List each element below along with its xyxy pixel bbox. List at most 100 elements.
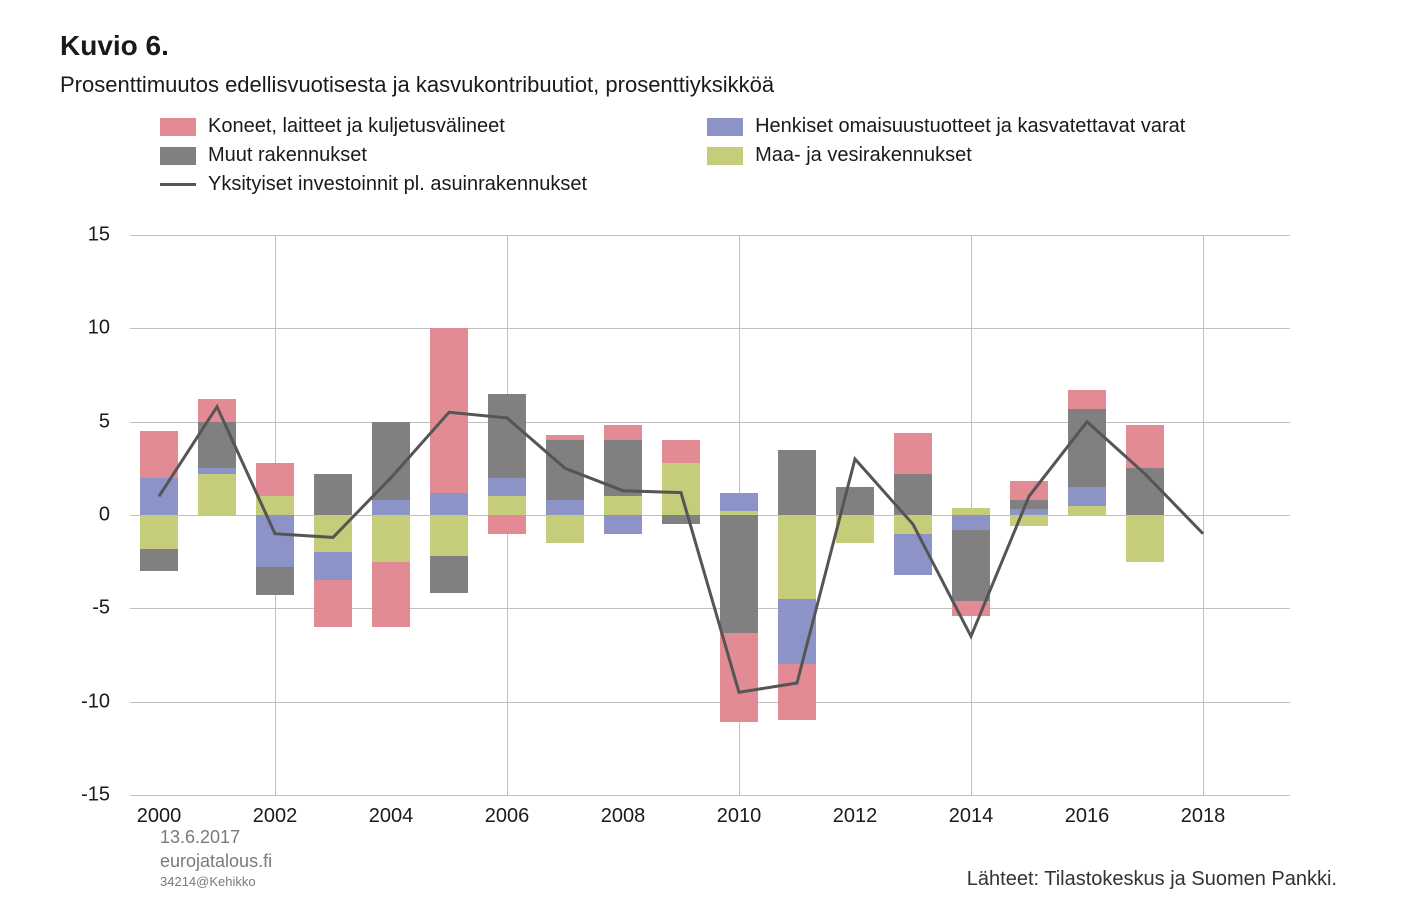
legend-label: Henkiset omaisuustuotteet ja kasvatettav… [755, 115, 1185, 138]
bar-segment [1010, 515, 1048, 526]
legend-swatch-line [160, 183, 196, 186]
legend-label: Koneet, laitteet ja kuljetusvälineet [208, 115, 505, 138]
bar-segment [372, 500, 410, 515]
bar-segment [314, 580, 352, 627]
x-axis-label: 2016 [1065, 805, 1110, 828]
bar-segment [198, 422, 236, 469]
bar-segment [256, 515, 294, 567]
bar-segment [488, 515, 526, 534]
source-label: Lähteet: Tilastokeskus ja Suomen Pankki. [967, 868, 1337, 891]
bar-group [1242, 235, 1280, 795]
bar-segment [430, 556, 468, 593]
bar-segment [836, 515, 874, 543]
bar-segment [662, 440, 700, 462]
footer-site: eurojatalous.fi [160, 849, 272, 873]
bar-segment [778, 664, 816, 720]
legend-label: Maa- ja vesirakennukset [755, 144, 972, 167]
bar-segment [430, 515, 468, 556]
legend-item: Koneet, laitteet ja kuljetusvälineet [160, 115, 587, 138]
bar-segment [372, 562, 410, 627]
bar-segment [1010, 481, 1048, 500]
bar-segment [198, 468, 236, 474]
gridline-h [130, 328, 1290, 329]
x-axis-label: 2010 [717, 805, 762, 828]
bar-segment [1068, 506, 1106, 515]
legend-label: Yksityiset investoinnit pl. asuinrakennu… [208, 173, 587, 196]
bar-segment [546, 515, 584, 543]
footer-date: 13.6.2017 [160, 825, 272, 849]
bar-segment [952, 601, 990, 616]
gridline-h [130, 702, 1290, 703]
bar-segment [546, 500, 584, 515]
y-axis-label: 10 [30, 317, 110, 340]
footer-code: 34214@Kehikko [160, 873, 272, 891]
legend: Koneet, laitteet ja kuljetusvälineet Muut… [160, 115, 1305, 202]
bar-group [314, 235, 352, 795]
bar-segment [1010, 500, 1048, 509]
bar-group [488, 235, 526, 795]
x-axis-label: 2014 [949, 805, 994, 828]
bar-segment [604, 496, 642, 515]
bar-segment [1068, 487, 1106, 506]
legend-col-right: Henkiset omaisuustuotteet ja kasvatettav… [707, 115, 1185, 202]
bar-group [256, 235, 294, 795]
bar-segment [778, 599, 816, 664]
y-axis-label: 0 [30, 504, 110, 527]
bar-segment [140, 549, 178, 571]
bar-segment [778, 515, 816, 599]
bar-segment [952, 515, 990, 530]
y-axis-label: 15 [30, 224, 110, 247]
bar-segment [372, 515, 410, 562]
bar-segment [198, 399, 236, 421]
bar-segment [314, 474, 352, 515]
bar-segment [488, 496, 526, 515]
bar-segment [604, 440, 642, 496]
legend-item: Muut rakennukset [160, 144, 587, 167]
bar-segment [662, 515, 700, 524]
bar-segment [778, 450, 816, 515]
bar-group [372, 235, 410, 795]
bar-segment [836, 487, 874, 515]
bar-segment [546, 435, 584, 441]
gridline-h [130, 515, 1290, 516]
legend-col-left: Koneet, laitteet ja kuljetusvälineet Muut… [160, 115, 587, 202]
bar-segment [314, 552, 352, 580]
x-axis-label: 2008 [601, 805, 646, 828]
legend-swatch [707, 147, 743, 165]
bar-segment [894, 433, 932, 474]
bar-segment [894, 534, 932, 575]
bar-segment [720, 493, 758, 512]
bar-segment [256, 496, 294, 515]
gridline-h [130, 608, 1290, 609]
bar-segment [952, 508, 990, 515]
bar-segment [546, 440, 584, 500]
bar-segment [952, 530, 990, 601]
bar-group [720, 235, 758, 795]
plot-area: -15-10-505101520002002200420062008201020… [130, 235, 1290, 795]
bar-segment [256, 567, 294, 595]
bar-segment [1126, 425, 1164, 468]
legend-swatch [160, 147, 196, 165]
bar-segment [1068, 390, 1106, 409]
y-axis-label: -15 [30, 784, 110, 807]
x-axis-label: 2012 [833, 805, 878, 828]
bar-segment [720, 515, 758, 633]
bar-segment [488, 478, 526, 497]
legend-swatch [707, 118, 743, 136]
bar-group [836, 235, 874, 795]
legend-item: Henkiset omaisuustuotteet ja kasvatettav… [707, 115, 1185, 138]
bar-group [778, 235, 816, 795]
gridline-h [130, 422, 1290, 423]
x-axis-label: 2004 [369, 805, 414, 828]
legend-item: Maa- ja vesirakennukset [707, 144, 1185, 167]
bar-group [662, 235, 700, 795]
x-axis-label: 2006 [485, 805, 530, 828]
bar-segment [140, 515, 178, 549]
gridline-h [130, 235, 1290, 236]
bar-segment [198, 474, 236, 515]
bar-group [1068, 235, 1106, 795]
bar-segment [488, 394, 526, 478]
bar-segment [604, 425, 642, 440]
x-axis-label: 2018 [1181, 805, 1226, 828]
y-axis-label: 5 [30, 410, 110, 433]
